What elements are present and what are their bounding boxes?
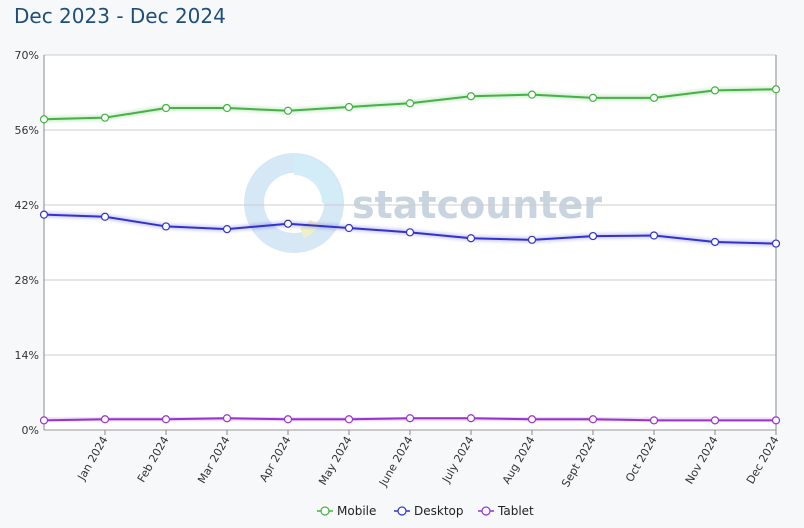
desktop-point[interactable] (102, 213, 109, 220)
x-tick-label: Dec 2024 (744, 434, 782, 486)
legend-marker (321, 507, 329, 515)
x-tick-label: July 2024 (439, 434, 476, 486)
mobile-point[interactable] (590, 94, 597, 101)
x-tick-label: Mar 2024 (195, 434, 232, 486)
legend-item-desktop[interactable]: Desktop (394, 504, 464, 518)
tablet-point[interactable] (285, 416, 292, 423)
desktop-point[interactable] (712, 238, 719, 245)
tablet-point[interactable] (712, 417, 719, 424)
mobile-point[interactable] (468, 93, 475, 100)
desktop-point[interactable] (224, 226, 231, 233)
x-tick-label: Jan 2024 (75, 434, 111, 483)
mobile-point[interactable] (102, 114, 109, 121)
x-tick-label: May 2024 (316, 434, 354, 487)
tablet-point[interactable] (651, 417, 658, 424)
legend-item-tablet[interactable]: Tablet (478, 504, 534, 518)
mobile-point[interactable] (407, 100, 414, 107)
mobile-point[interactable] (773, 86, 780, 93)
x-tick-label: June 2024 (376, 434, 415, 489)
desktop-point[interactable] (285, 220, 292, 227)
y-tick-label: 42% (15, 199, 39, 212)
x-tick-label: Oct 2024 (623, 434, 660, 484)
mobile-point[interactable] (346, 103, 353, 110)
legend-item-mobile[interactable]: Mobile (317, 504, 376, 518)
tablet-point[interactable] (102, 416, 109, 423)
legend-marker (482, 507, 490, 515)
y-tick-label: 28% (15, 274, 39, 287)
desktop-point[interactable] (468, 235, 475, 242)
desktop-point[interactable] (590, 233, 597, 240)
desktop-point[interactable] (529, 236, 536, 243)
x-tick-label: Sept 2024 (559, 434, 599, 489)
tablet-point[interactable] (590, 416, 597, 423)
mobile-point[interactable] (651, 94, 658, 101)
x-tick-label: Aug 2024 (500, 434, 538, 486)
legend-label: Desktop (414, 504, 464, 518)
desktop-point[interactable] (346, 225, 353, 232)
tablet-point[interactable] (468, 415, 475, 422)
desktop-point[interactable] (163, 223, 170, 230)
tablet-point[interactable] (163, 416, 170, 423)
tablet-point[interactable] (41, 417, 48, 424)
mobile-point[interactable] (529, 91, 536, 98)
x-tick-label: Feb 2024 (135, 434, 172, 485)
mobile-point[interactable] (712, 87, 719, 94)
mobile-point[interactable] (285, 107, 292, 114)
mobile-point[interactable] (224, 105, 231, 112)
tablet-point[interactable] (407, 415, 414, 422)
legend-marker (398, 507, 406, 515)
mobile-point[interactable] (163, 105, 170, 112)
desktop-point[interactable] (41, 211, 48, 218)
legend-label: Tablet (497, 504, 534, 518)
x-tick-label: Nov 2024 (683, 434, 721, 486)
desktop-point[interactable] (407, 229, 414, 236)
legend-label: Mobile (337, 504, 376, 518)
y-tick-label: 14% (15, 349, 39, 362)
y-tick-label: 56% (15, 124, 39, 137)
tablet-point[interactable] (773, 417, 780, 424)
x-tick-label: Apr 2024 (257, 434, 294, 484)
mobile-point[interactable] (41, 116, 48, 123)
y-tick-label: 0% (22, 424, 39, 437)
y-tick-label: 70% (15, 49, 39, 62)
tablet-point[interactable] (346, 416, 353, 423)
desktop-point[interactable] (651, 232, 658, 239)
tablet-point[interactable] (224, 415, 231, 422)
tablet-point[interactable] (529, 416, 536, 423)
desktop-point[interactable] (773, 240, 780, 247)
